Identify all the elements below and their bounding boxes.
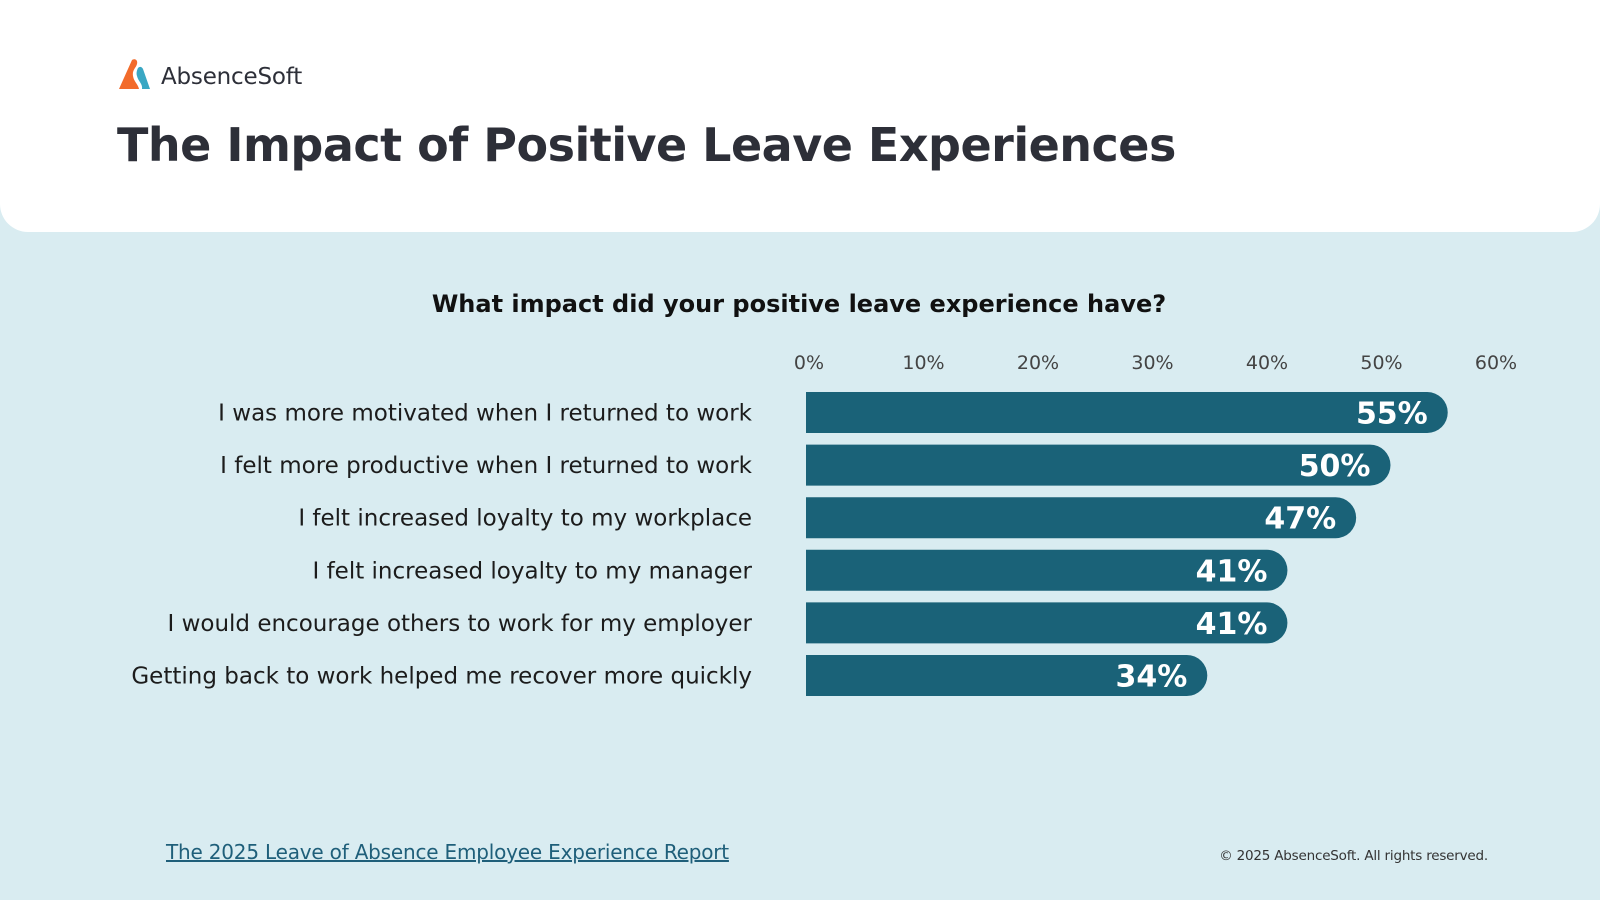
x-tick-label: 30%	[1131, 352, 1173, 374]
chart-title: What impact did your positive leave expe…	[432, 290, 1166, 318]
x-tick-label: 20%	[1017, 352, 1059, 374]
copyright-text: © 2025 AbsenceSoft. All rights reserved.	[1219, 848, 1488, 864]
brand: AbsenceSoft	[118, 58, 302, 95]
header-card: AbsenceSoft The Impact of Positive Leave…	[0, 0, 1600, 232]
bar-chart: What impact did your positive leave expe…	[131, 290, 1517, 696]
x-tick-label: 60%	[1475, 352, 1517, 374]
category-label: I felt increased loyalty to my manager	[312, 558, 752, 584]
bar	[806, 444, 1391, 486]
value-label: 55%	[1356, 397, 1428, 432]
bar-row: I was more motivated when I returned to …	[218, 392, 1448, 433]
absencesoft-logo-icon	[118, 58, 151, 95]
bars: I was more motivated when I returned to …	[131, 392, 1448, 696]
bar-row: I felt more productive when I returned t…	[220, 444, 1391, 486]
x-tick-label: 50%	[1360, 352, 1402, 374]
bar	[806, 602, 1288, 644]
page-title: The Impact of Positive Leave Experiences	[117, 118, 1176, 172]
x-tick-label: 10%	[902, 352, 944, 374]
category-label: Getting back to work helped me recover m…	[131, 664, 752, 690]
value-label: 47%	[1264, 502, 1336, 537]
x-axis-ticks: 0% 10% 20% 30% 40% 50% 60%	[794, 352, 1517, 374]
bar-row: I felt increased loyalty to my manager 41…	[312, 549, 1288, 591]
brand-name: AbsenceSoft	[161, 63, 303, 90]
source-report-link[interactable]: The 2025 Leave of Absence Employee Exper…	[166, 840, 729, 864]
value-label: 41%	[1196, 607, 1268, 642]
x-tick-label: 0%	[794, 352, 824, 374]
category-label: I felt more productive when I returned t…	[220, 453, 753, 479]
bar	[806, 392, 1448, 433]
category-label: I felt increased loyalty to my workplace	[298, 506, 752, 532]
bar-row: I felt increased loyalty to my workplace…	[298, 497, 1357, 539]
bar	[806, 655, 1208, 696]
value-label: 41%	[1196, 554, 1268, 589]
bar	[806, 549, 1288, 591]
category-label: I would encourage others to work for my …	[167, 611, 752, 637]
bar	[806, 497, 1357, 539]
category-label: I was more motivated when I returned to …	[218, 401, 752, 427]
x-tick-label: 40%	[1246, 352, 1288, 374]
value-label: 50%	[1299, 449, 1371, 484]
bar-row: Getting back to work helped me recover m…	[131, 655, 1208, 696]
value-label: 34%	[1115, 660, 1187, 695]
bar-row: I would encourage others to work for my …	[167, 602, 1288, 644]
